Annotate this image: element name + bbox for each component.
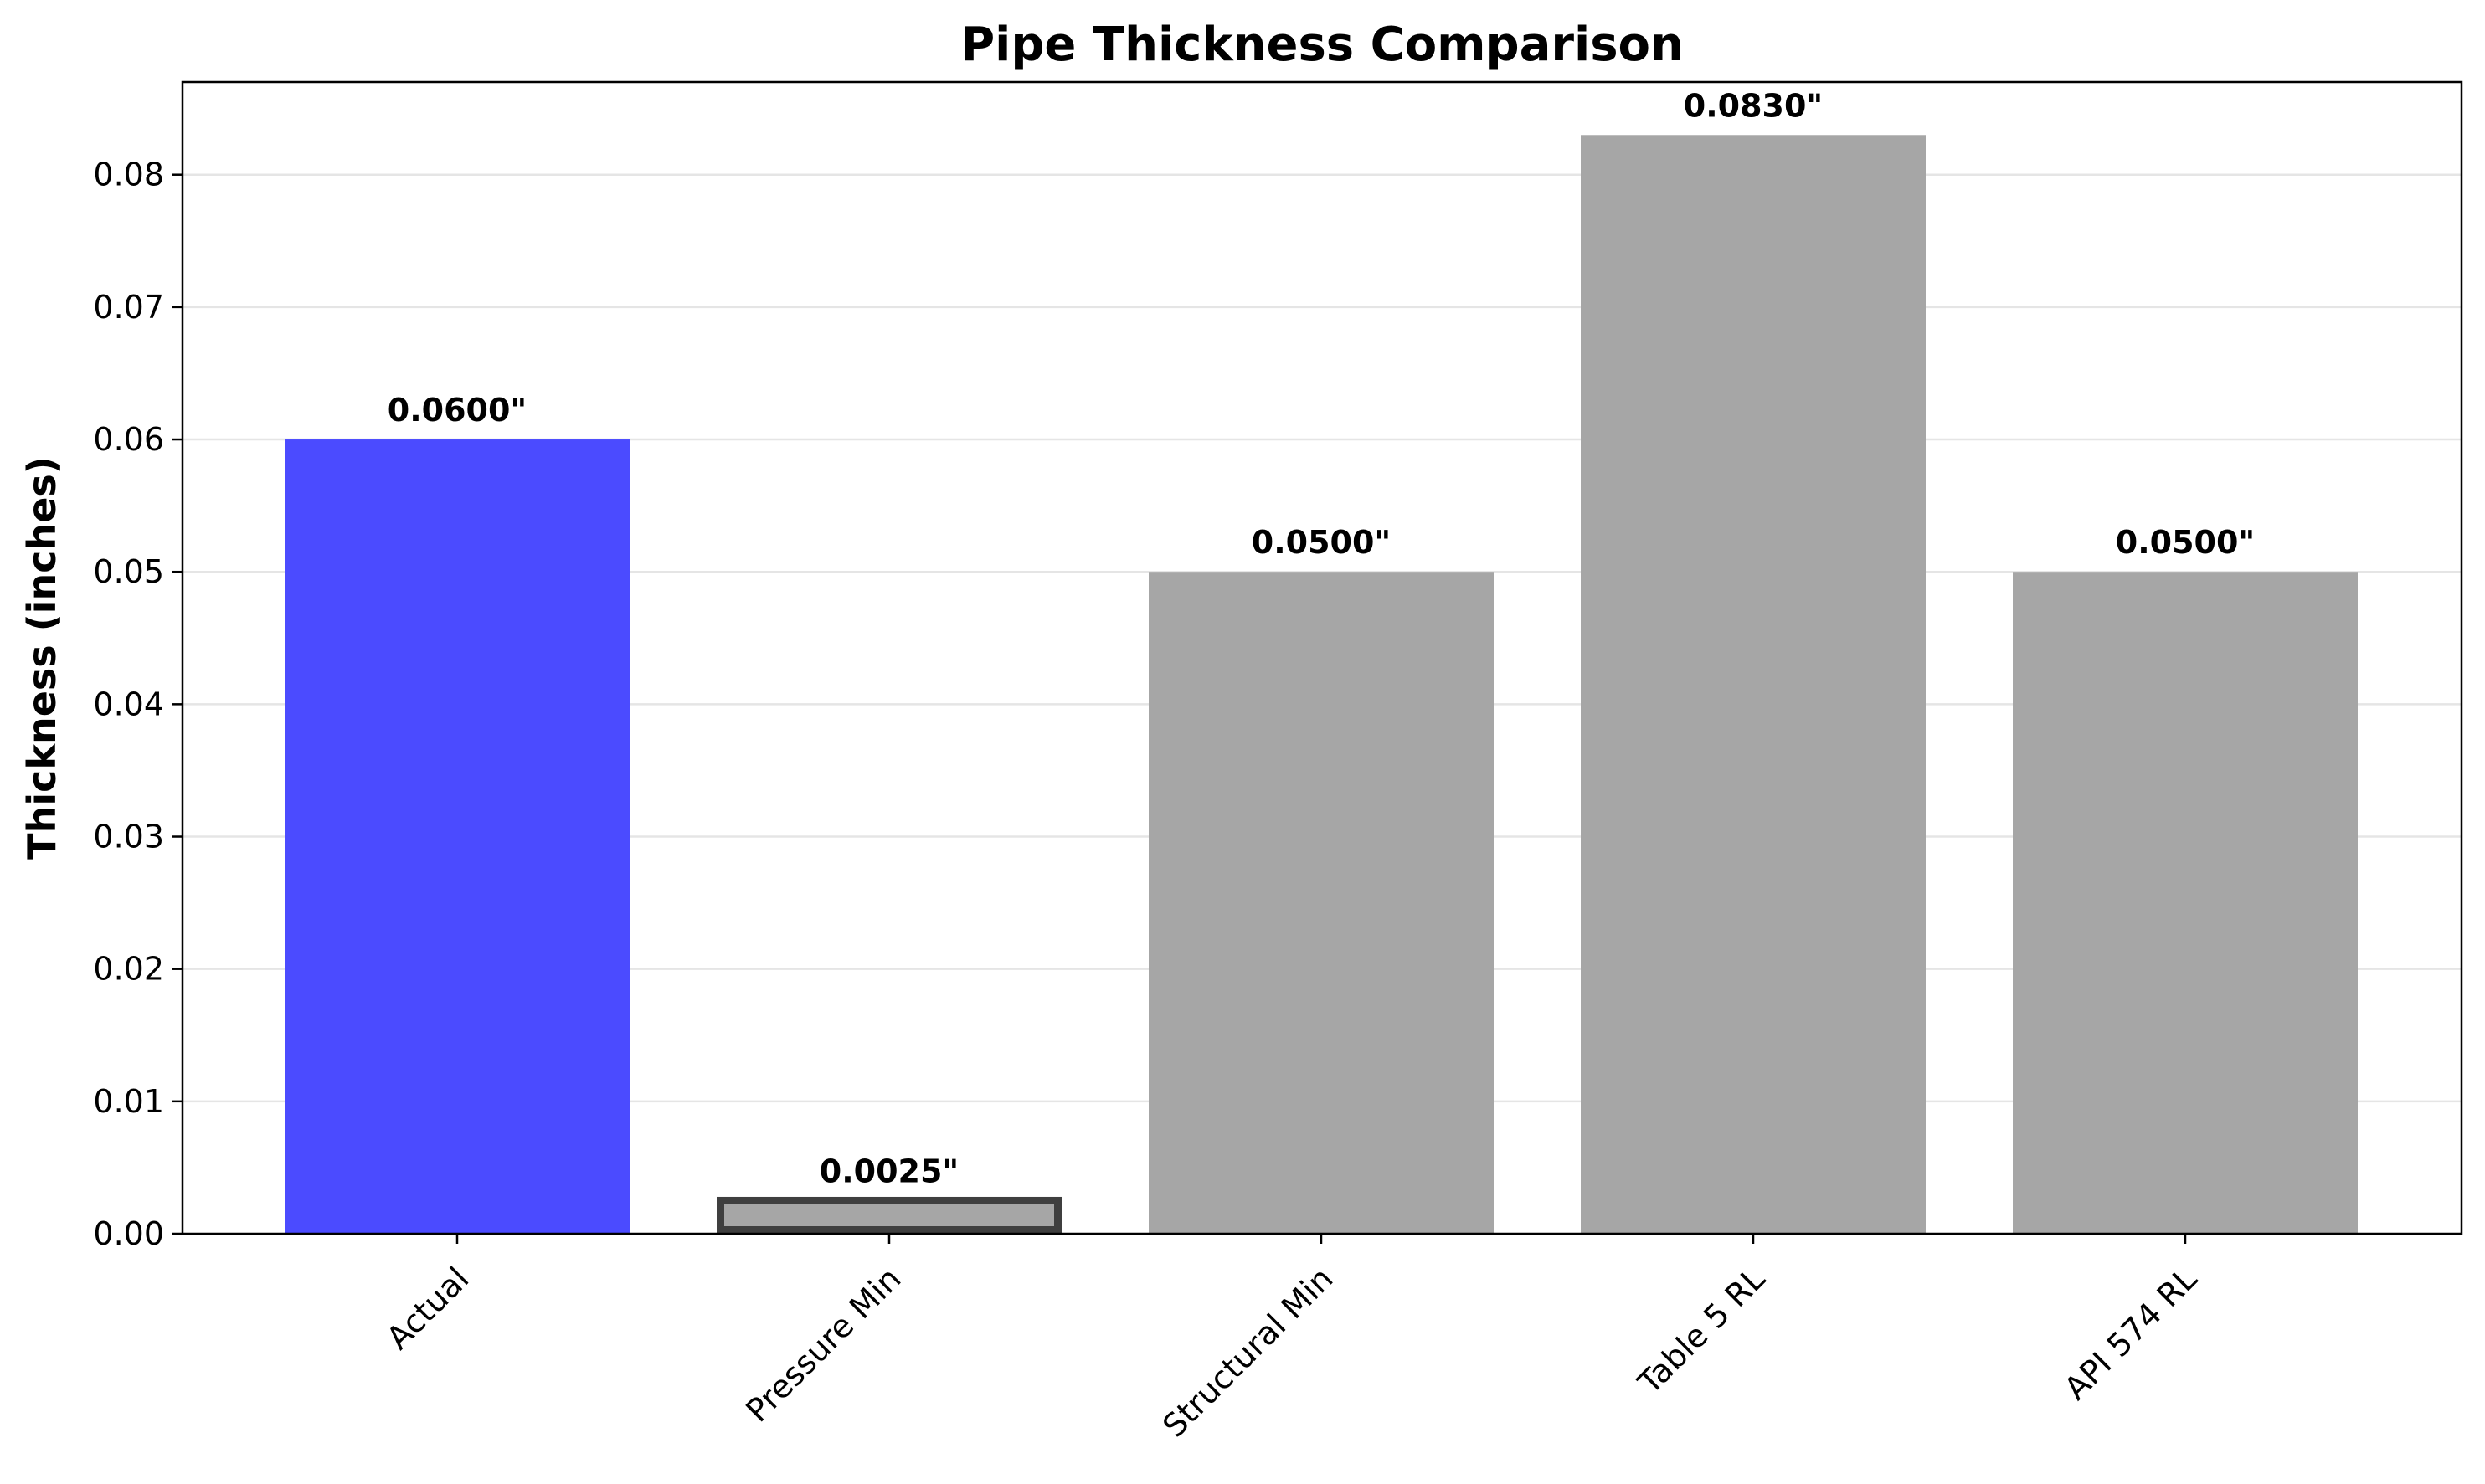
y-tick-label: 0.05 (93, 553, 164, 590)
y-tick-label: 0.04 (93, 686, 164, 722)
y-tick-label: 0.03 (93, 819, 164, 855)
y-tick-label: 0.07 (93, 289, 164, 326)
y-tick-label: 0.06 (93, 421, 164, 458)
y-tick-label: 0.00 (93, 1215, 164, 1252)
bar-actual (285, 439, 630, 1234)
y-tick-label: 0.01 (93, 1083, 164, 1120)
bar-value-label: 0.0025" (820, 1153, 959, 1189)
x-tick-label: Structural Min (1155, 1260, 1340, 1444)
x-tick-label: Actual (379, 1260, 476, 1356)
bar-value-label: 0.0500" (2116, 524, 2255, 561)
x-tick-label: Table 5 RL (1630, 1260, 1772, 1401)
bar-pressure-min (717, 1196, 1062, 1234)
bars-layer (285, 135, 2358, 1234)
bar-value-label: 0.0830" (1684, 87, 1823, 124)
bar-api-574-rl (2013, 572, 2358, 1234)
y-tick-label: 0.08 (93, 157, 164, 193)
x-tick-label: API 574 RL (2057, 1260, 2205, 1407)
y-tick-label: 0.02 (93, 951, 164, 988)
x-tick-label: Pressure Min (738, 1260, 908, 1429)
ticks-layer (172, 173, 2187, 1244)
bar-table-5-rl (1581, 135, 1926, 1234)
chart-title: Pipe Thickness Comparison (960, 18, 1684, 72)
y-axis-label: Thickness (inches) (19, 456, 64, 860)
bar-structural-min (1149, 572, 1494, 1234)
bar-value-label: 0.0600" (388, 392, 527, 429)
bar-value-label: 0.0500" (1252, 524, 1391, 561)
